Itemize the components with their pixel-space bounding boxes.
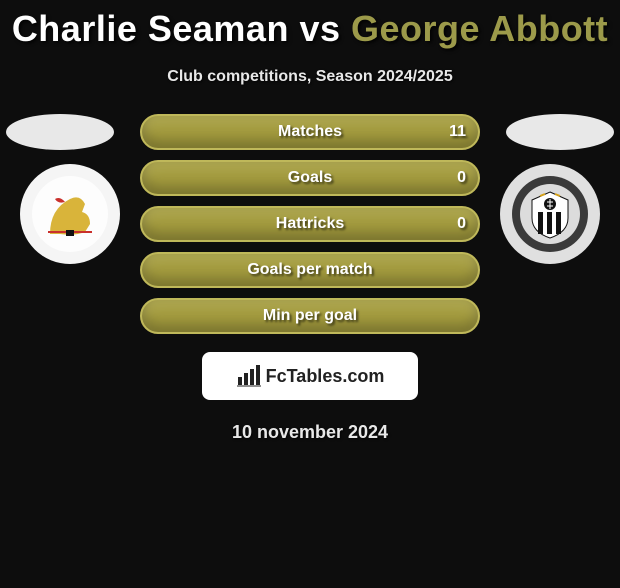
stat-row: Goals 0: [140, 160, 480, 196]
player1-platform-ellipse: [6, 114, 114, 150]
notts-county-icon: [510, 174, 590, 254]
doncaster-rovers-icon: [30, 174, 110, 254]
stat-value-right: 11: [449, 123, 466, 141]
stat-row: Matches 11: [140, 114, 480, 150]
player1-club-crest: [20, 164, 120, 264]
stat-row: Hattricks 0: [140, 206, 480, 242]
stat-row: Min per goal: [140, 298, 480, 334]
bar-chart-icon: [236, 363, 262, 389]
logo-text: FcTables.com: [266, 366, 385, 387]
stats-list: Matches 11 Goals 0 Hattricks 0 Goals per match…: [140, 114, 480, 334]
stats-container: Matches 11 Goals 0 Hattricks 0 Goals per match…: [0, 114, 620, 334]
player2-club-crest: [500, 164, 600, 264]
stat-value-right: 0: [457, 169, 466, 187]
vs-text: vs: [299, 8, 340, 49]
stat-label: Min per goal: [263, 307, 357, 325]
player2-name: George Abbott: [351, 8, 608, 49]
snapshot-date: 10 november 2024: [0, 422, 620, 443]
player2-platform-ellipse: [506, 114, 614, 150]
stat-value-right: 0: [457, 215, 466, 233]
player1-name: Charlie Seaman: [12, 8, 289, 49]
fctables-logo-box: FcTables.com: [202, 352, 418, 400]
stat-label: Matches: [278, 123, 342, 141]
stat-label: Hattricks: [276, 215, 344, 233]
season-subtitle: Club competitions, Season 2024/2025: [0, 68, 620, 86]
stat-label: Goals: [288, 169, 332, 187]
stat-row: Goals per match: [140, 252, 480, 288]
comparison-title: Charlie Seaman vs George Abbott: [0, 8, 620, 50]
stat-label: Goals per match: [247, 261, 372, 279]
